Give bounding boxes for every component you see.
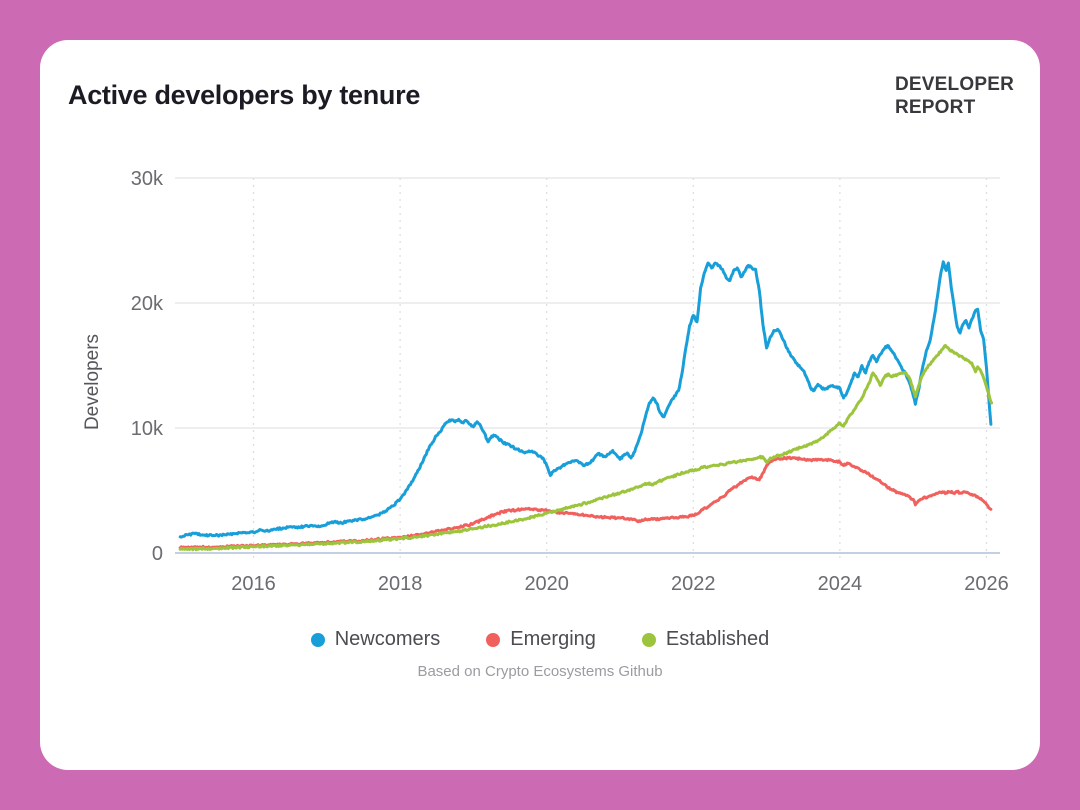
y-axis-title: Developers xyxy=(82,334,103,430)
tenure-line-chart: 0 10k 20k 30k 2016 2018 2020 2022 2024 2026 Devel… xyxy=(82,168,1009,595)
y-tick-label: 30k xyxy=(131,168,164,190)
legend-item-established[interactable]: Established xyxy=(641,628,770,651)
y-tick-label: 20k xyxy=(131,293,164,315)
chart-gridlines xyxy=(175,177,1000,561)
x-tick-label: 2024 xyxy=(818,573,863,595)
x-tick-label: 2026 xyxy=(964,573,1009,595)
chart-title: Active developers by tenure xyxy=(68,80,421,110)
legend-item-emerging[interactable]: Emerging xyxy=(486,628,596,651)
series-line-newcomers xyxy=(178,260,993,539)
y-tick-label: 10k xyxy=(131,418,164,440)
legend-label-newcomers: Newcomers xyxy=(334,628,441,650)
series-line-established xyxy=(178,344,994,552)
source-caption: Based on Crypto Ecosystems Github xyxy=(417,663,663,680)
x-tick-label: 2016 xyxy=(231,573,276,595)
chart-series-lines xyxy=(178,260,994,552)
developer-report-logo-line1: DEVELOPER xyxy=(895,74,1014,95)
y-tick-label: 0 xyxy=(152,543,163,565)
chart-tick-labels: 0 10k 20k 30k 2016 2018 2020 2022 2024 2026 xyxy=(131,168,1009,595)
report-card: Active developers by tenure DEVELOPER RE… xyxy=(40,40,1040,770)
legend-item-newcomers[interactable]: Newcomers xyxy=(310,628,441,651)
developer-report-logo-line2: REPORT xyxy=(895,97,976,118)
x-tick-label: 2022 xyxy=(671,573,716,595)
x-tick-label: 2020 xyxy=(524,573,569,595)
emerging-dot-icon xyxy=(486,632,501,647)
developer-report-logo: DEVELOPER REPORT xyxy=(895,73,1014,119)
established-dot-icon xyxy=(641,632,656,647)
chart-legend: Newcomers Emerging Established xyxy=(40,628,1040,651)
x-tick-label: 2018 xyxy=(378,573,423,595)
legend-label-emerging: Emerging xyxy=(510,628,596,650)
newcomers-dot-icon xyxy=(310,632,325,647)
legend-label-established: Established xyxy=(665,628,770,650)
